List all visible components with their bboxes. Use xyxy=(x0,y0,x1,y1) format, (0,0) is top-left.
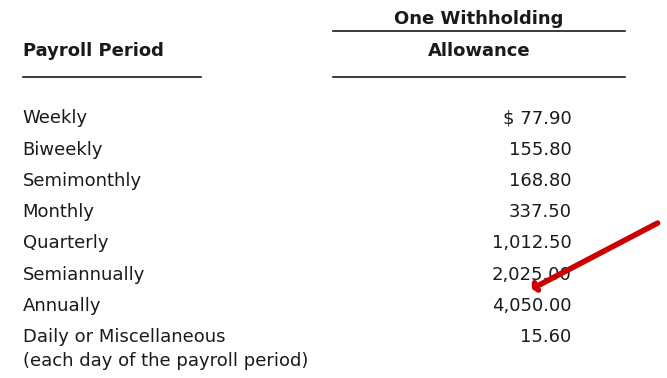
Text: Quarterly: Quarterly xyxy=(23,234,108,253)
Text: 337.50: 337.50 xyxy=(509,203,572,221)
Text: 155.80: 155.80 xyxy=(509,141,572,159)
Text: 15.60: 15.60 xyxy=(520,328,572,346)
Text: 2,025.00: 2,025.00 xyxy=(492,266,572,284)
Text: Payroll Period: Payroll Period xyxy=(23,42,163,60)
Text: 168.80: 168.80 xyxy=(509,172,572,190)
Text: $ 77.90: $ 77.90 xyxy=(503,109,572,127)
Text: Annually: Annually xyxy=(23,297,101,315)
Text: Semiannually: Semiannually xyxy=(23,266,145,284)
Text: Weekly: Weekly xyxy=(23,109,88,127)
Text: Semimonthly: Semimonthly xyxy=(23,172,142,190)
Text: Monthly: Monthly xyxy=(23,203,95,221)
Text: 1,012.50: 1,012.50 xyxy=(492,234,572,253)
Text: Daily or Miscellaneous
(each day of the payroll period): Daily or Miscellaneous (each day of the … xyxy=(23,328,308,370)
Text: Biweekly: Biweekly xyxy=(23,141,103,159)
Text: 4,050.00: 4,050.00 xyxy=(492,297,572,315)
Text: Allowance: Allowance xyxy=(428,42,530,60)
Text: One Withholding: One Withholding xyxy=(394,10,564,28)
